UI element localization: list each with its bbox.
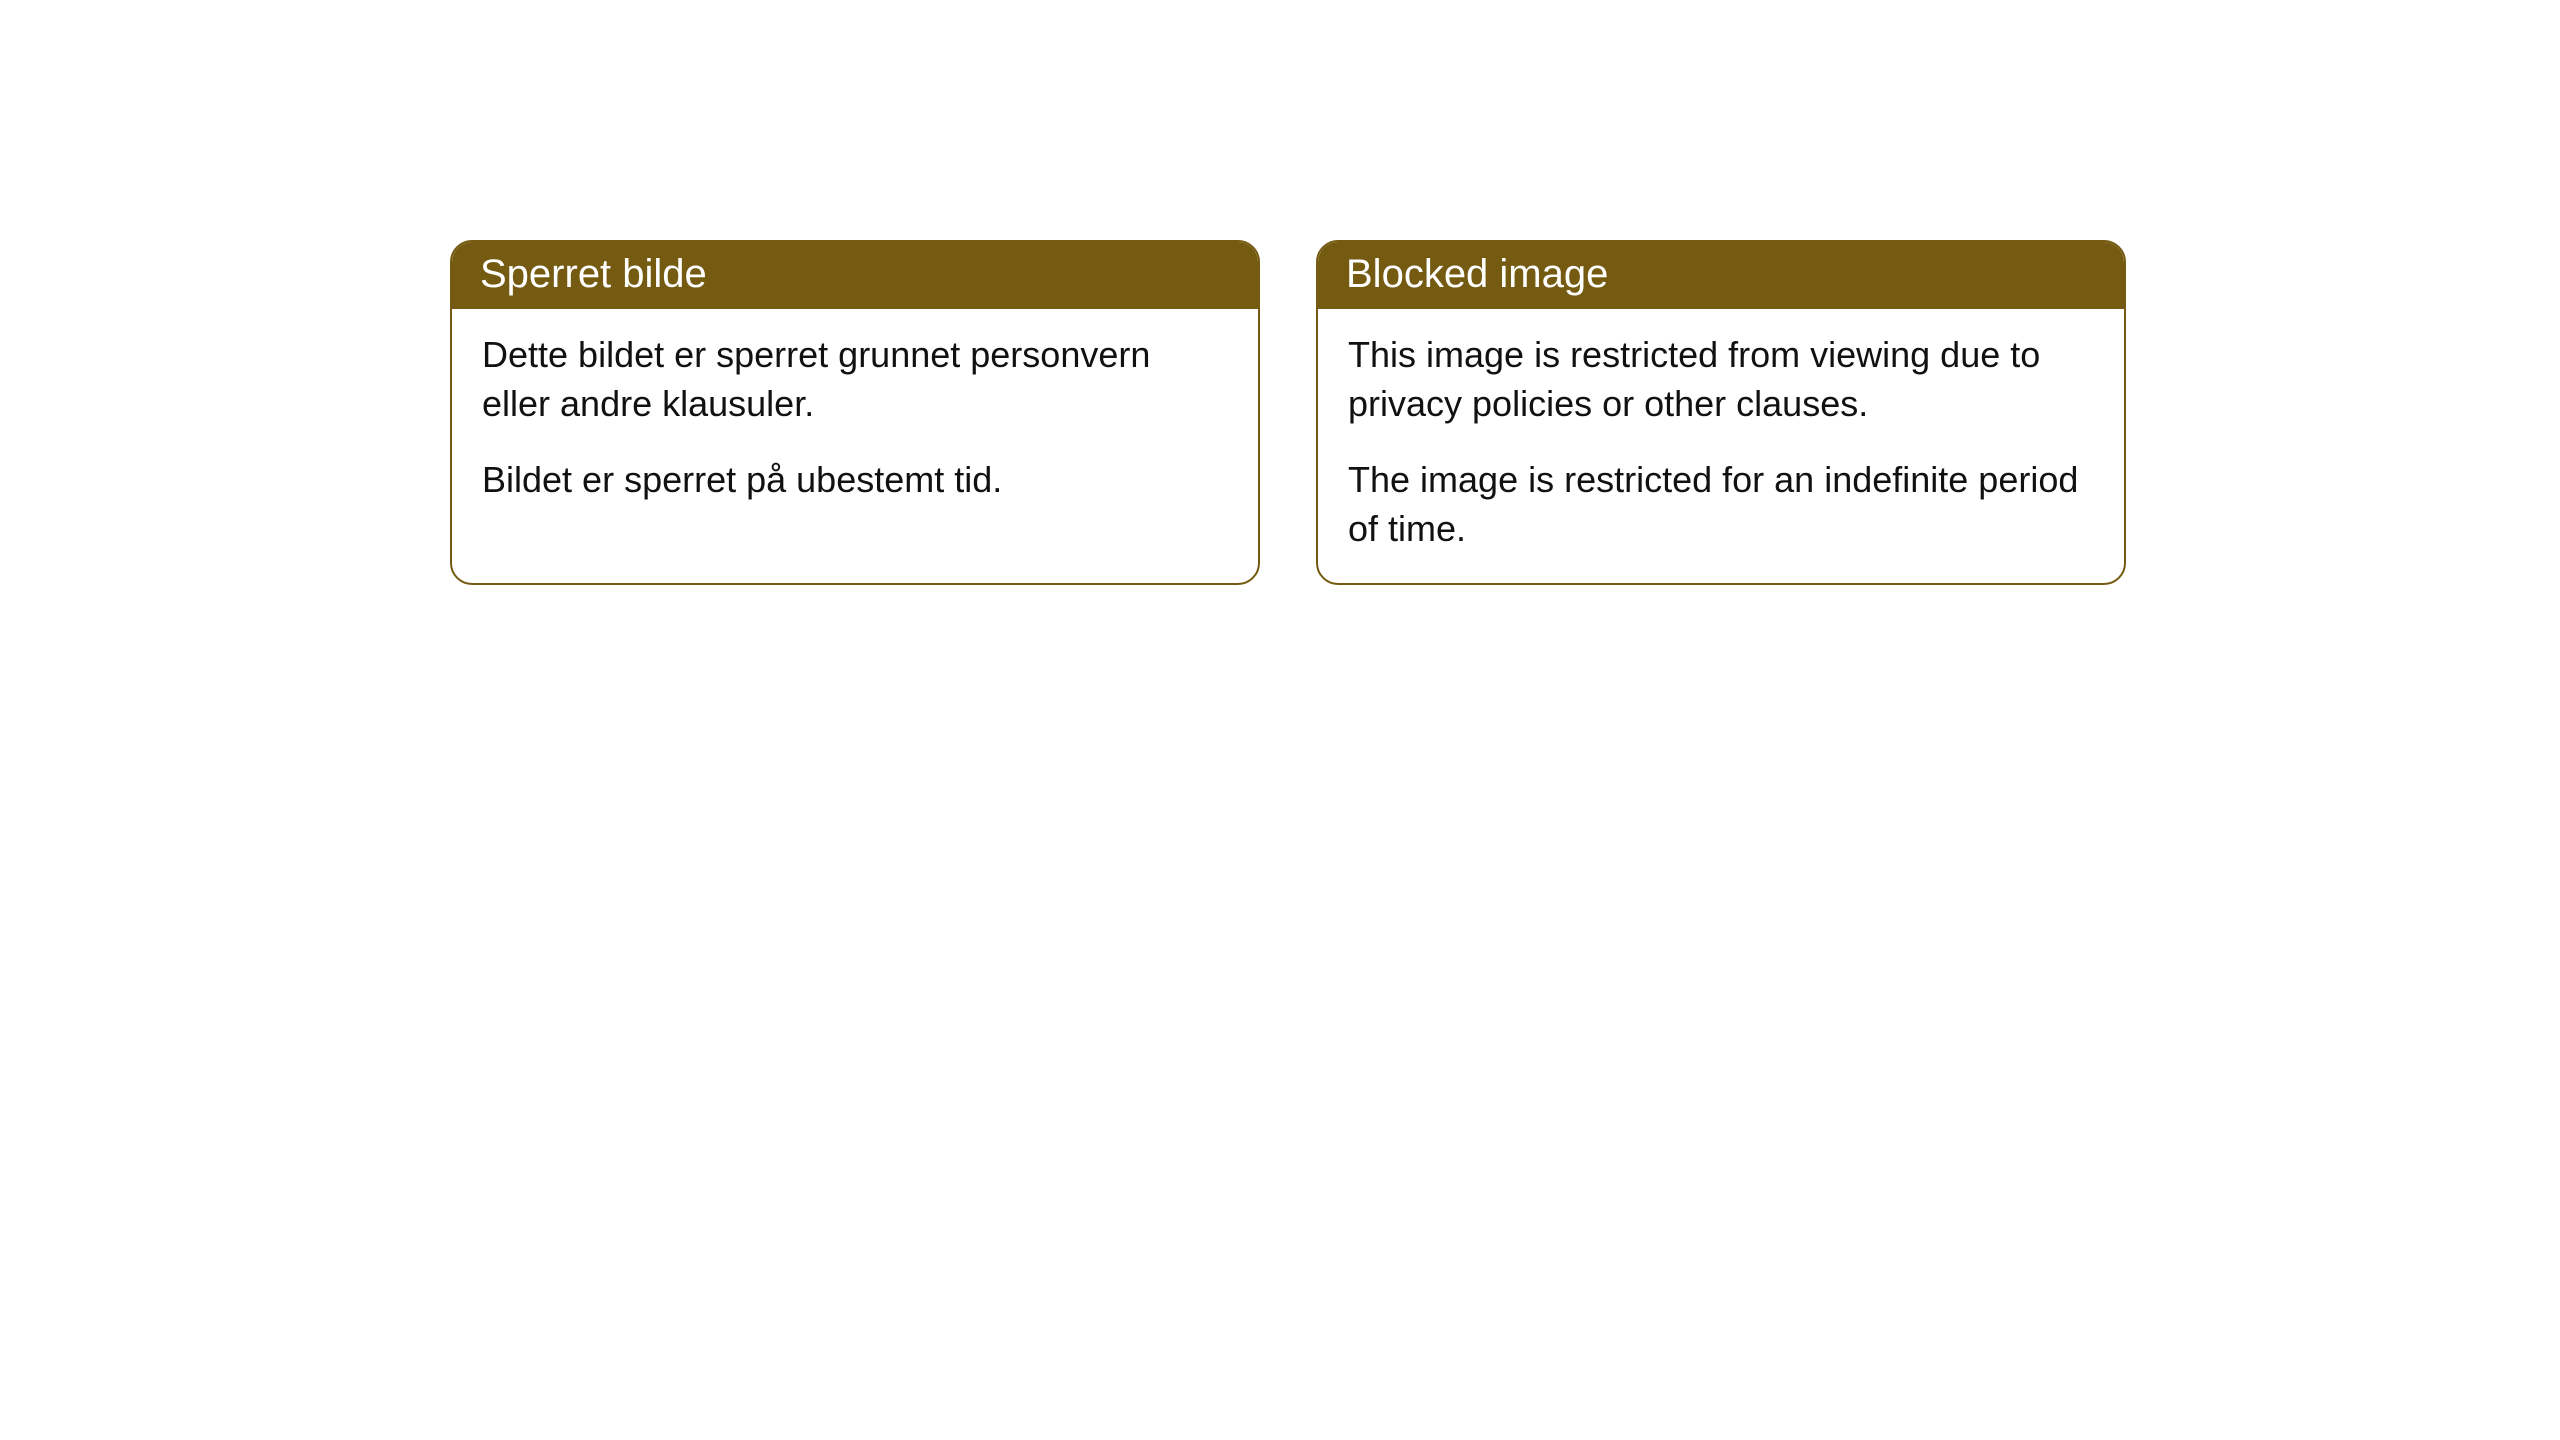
card-title: Blocked image xyxy=(1346,252,1608,296)
notice-card-container: Sperret bilde Dette bildet er sperret gr… xyxy=(450,240,2126,585)
card-paragraph: The image is restricted for an indefinit… xyxy=(1348,456,2094,553)
card-body-en: This image is restricted from viewing du… xyxy=(1318,309,2124,583)
card-paragraph: Dette bildet er sperret grunnet personve… xyxy=(482,331,1228,428)
card-paragraph: This image is restricted from viewing du… xyxy=(1348,331,2094,428)
card-paragraph: Bildet er sperret på ubestemt tid. xyxy=(482,456,1228,505)
blocked-image-card-no: Sperret bilde Dette bildet er sperret gr… xyxy=(450,240,1260,585)
blocked-image-card-en: Blocked image This image is restricted f… xyxy=(1316,240,2126,585)
card-header-en: Blocked image xyxy=(1318,242,2124,309)
card-body-no: Dette bildet er sperret grunnet personve… xyxy=(452,309,1258,535)
card-title: Sperret bilde xyxy=(480,252,707,296)
card-header-no: Sperret bilde xyxy=(452,242,1258,309)
